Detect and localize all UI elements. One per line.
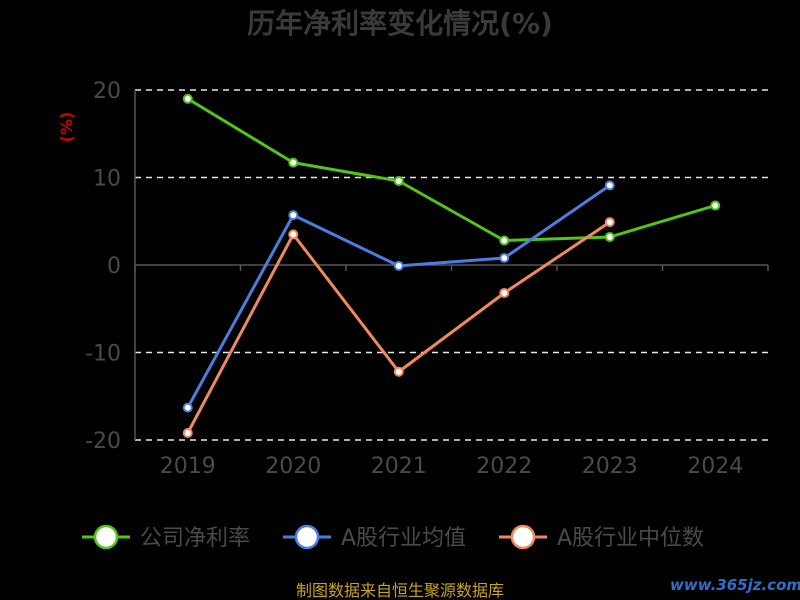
x-tick-label: 2020 [265, 454, 321, 479]
axes: 20 10 0 -10 -20 2019 2020 2021 2022 2023 2024 [85, 79, 769, 479]
series-0 [182, 93, 721, 246]
legend-item-2: A股行业中位数 [499, 524, 704, 551]
x-tick-label: 2024 [687, 454, 743, 479]
series-line [186, 97, 716, 242]
data-point [182, 402, 193, 413]
y-axis-unit: (%) [57, 112, 76, 143]
data-point [604, 232, 615, 242]
data-point [710, 200, 721, 211]
legend-label: A股行业均值 [341, 526, 466, 551]
data-point [288, 157, 299, 168]
data-point [288, 229, 299, 240]
x-tick-label: 2021 [371, 454, 427, 479]
data-point [499, 253, 510, 263]
x-tick-label: 2019 [160, 454, 216, 479]
source-note: 制图数据来自恒生聚源数据库 [296, 581, 504, 600]
series-1 [182, 180, 615, 413]
legend-marker [93, 524, 119, 550]
legend-label: 公司净利率 [140, 526, 250, 551]
chart-title: 历年净利率变化情况(%) [247, 7, 553, 40]
data-point [499, 235, 510, 246]
legend: 公司净利率 A股行业均值 A股行业中位数 [82, 524, 704, 551]
series-line [186, 220, 611, 434]
x-tick-label: 2023 [582, 454, 638, 479]
data-point [499, 288, 510, 298]
data-point [393, 176, 404, 186]
watermark: www.365jz.com [670, 576, 800, 594]
legend-label: A股行业中位数 [557, 526, 704, 551]
y-tick-label: -20 [85, 429, 121, 454]
data-point [182, 428, 193, 438]
data-point [604, 180, 615, 191]
legend-item-0: 公司净利率 [82, 524, 250, 551]
legend-marker [510, 524, 536, 550]
data-point [288, 210, 299, 221]
y-tick-label: -10 [85, 342, 121, 367]
legend-marker [294, 524, 320, 550]
series-lines [182, 93, 721, 438]
data-point [604, 217, 615, 228]
x-tick-label: 2022 [476, 454, 532, 479]
data-point [393, 366, 404, 377]
data-point [393, 260, 404, 271]
data-point [182, 93, 193, 104]
y-tick-label: 20 [93, 79, 121, 104]
legend-item-1: A股行业均值 [283, 524, 466, 551]
y-tick-label: 10 [93, 167, 121, 192]
y-tick-label: 0 [107, 254, 121, 279]
series-2 [182, 217, 615, 438]
